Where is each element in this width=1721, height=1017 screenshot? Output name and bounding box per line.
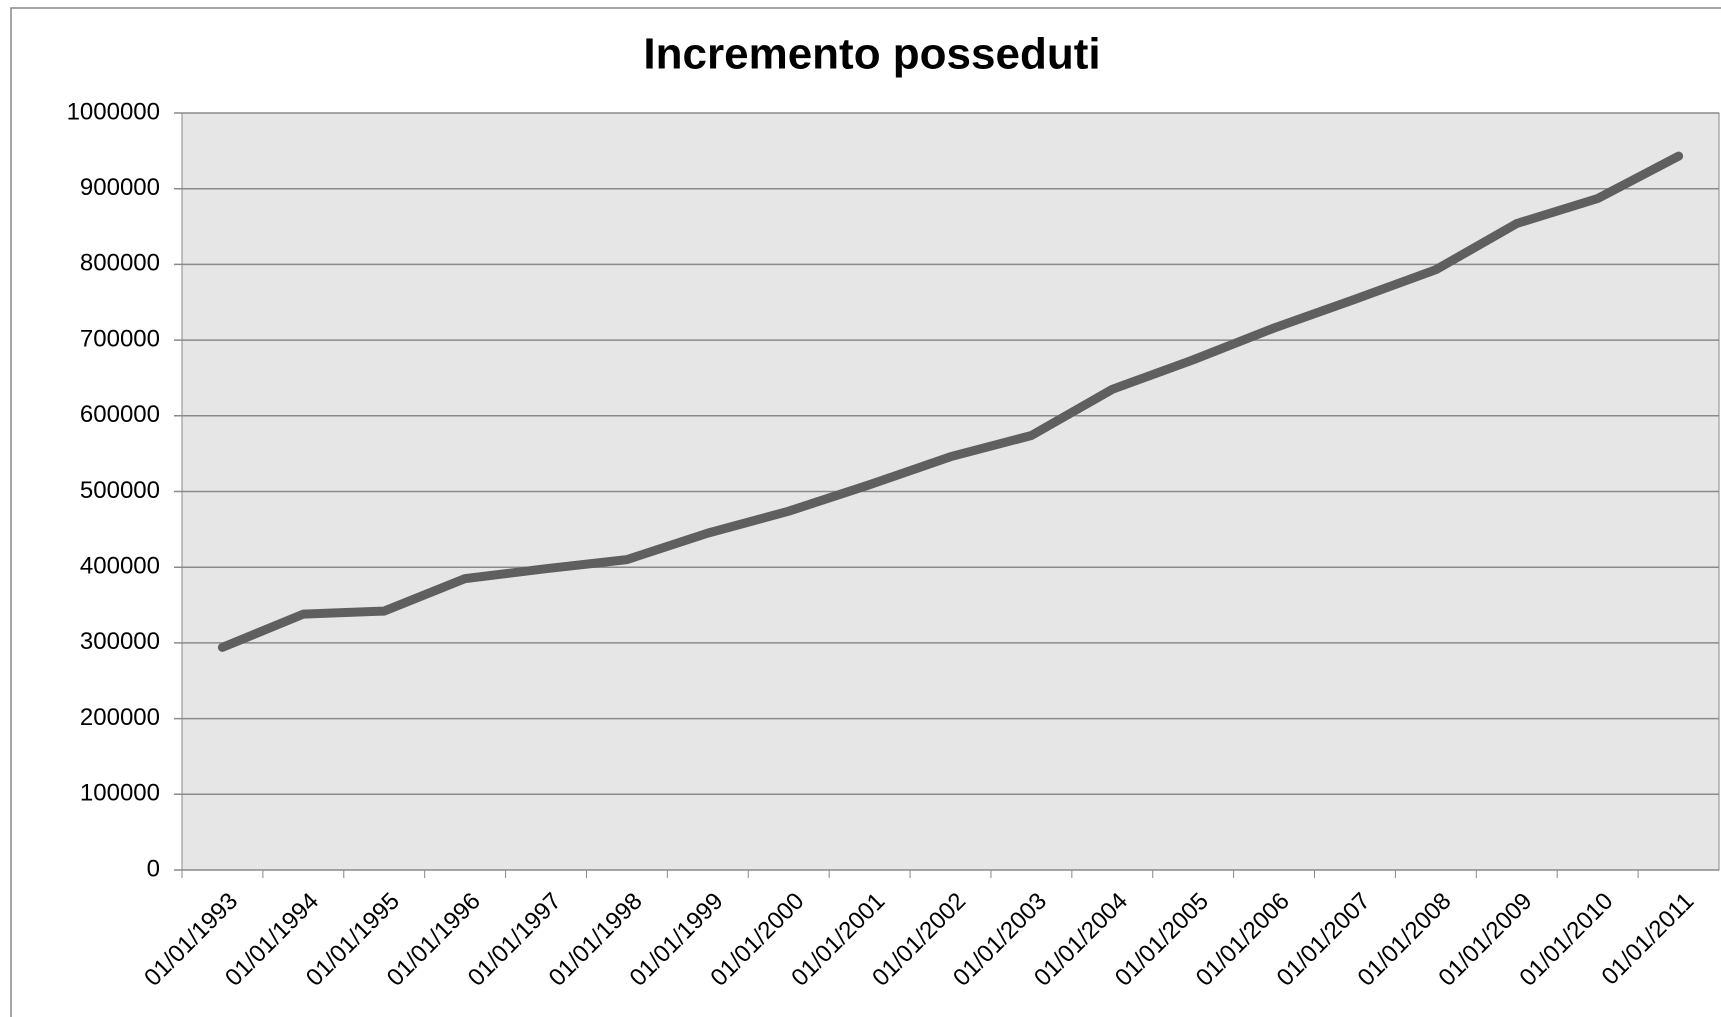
y-tick-label: 1000000 bbox=[67, 98, 160, 125]
y-tick-label: 700000 bbox=[80, 325, 160, 352]
y-tick-label: 0 bbox=[147, 855, 160, 882]
y-tick-label: 900000 bbox=[80, 174, 160, 201]
y-tick-label: 800000 bbox=[80, 250, 160, 277]
y-tick-label: 200000 bbox=[80, 704, 160, 731]
chart-title: Incremento posseduti bbox=[643, 30, 1100, 79]
line-series bbox=[217, 151, 1684, 652]
y-tick-label: 300000 bbox=[80, 628, 160, 655]
y-tick-label: 400000 bbox=[80, 553, 160, 580]
y-tick-label: 600000 bbox=[80, 401, 160, 428]
y-tick-label: 100000 bbox=[80, 780, 160, 807]
y-tick-label: 500000 bbox=[80, 477, 160, 504]
